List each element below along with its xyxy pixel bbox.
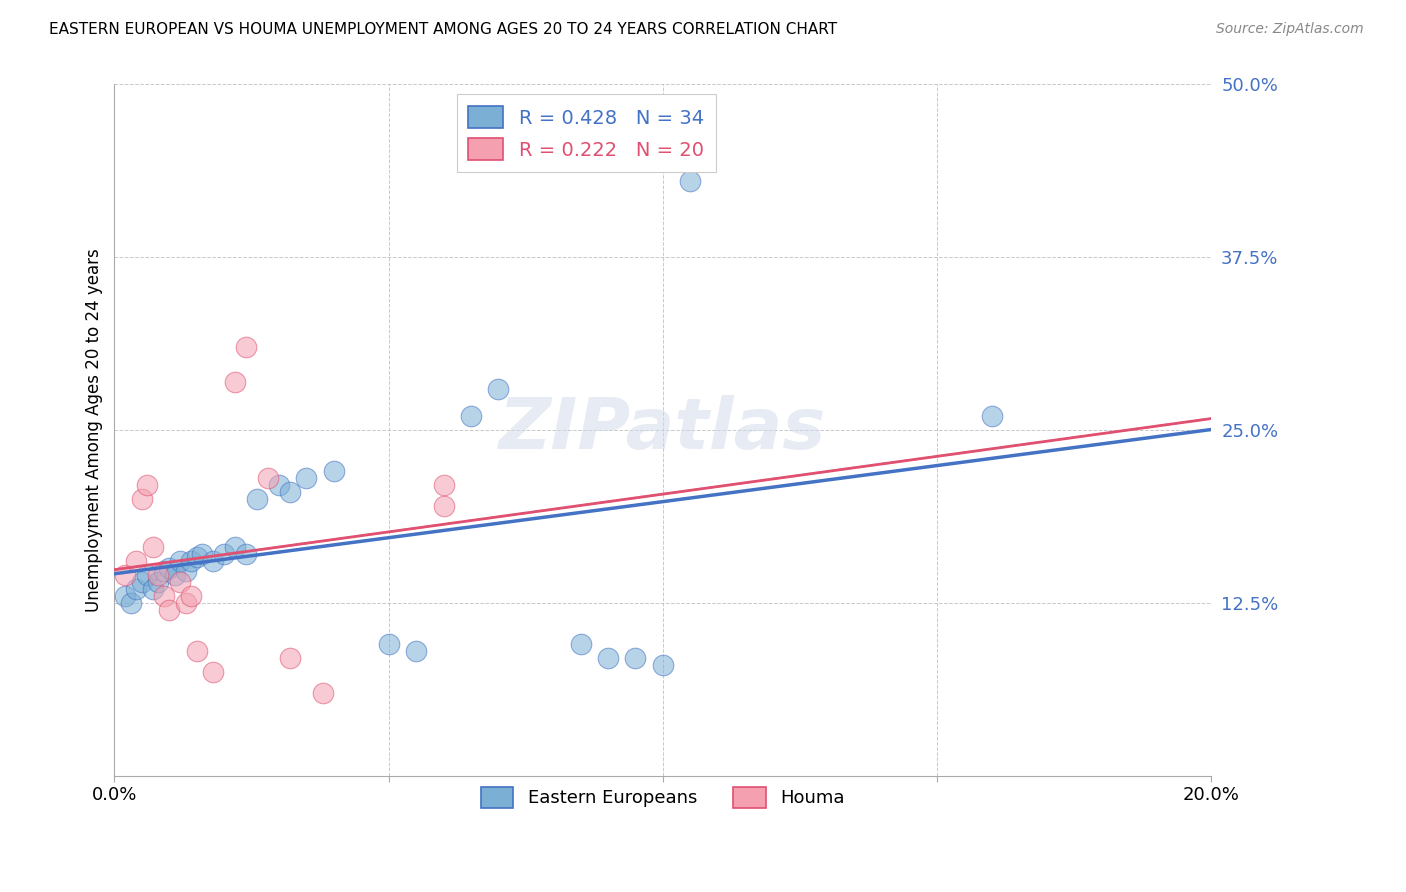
Point [152,589,174,603]
Point [174,564,197,578]
Point [136,478,159,492]
Point [114,589,136,603]
Point [131,574,153,589]
Point [405,644,427,658]
Point [136,568,159,582]
Point [148,574,170,589]
Point [569,637,592,651]
Point [202,554,225,568]
Text: EASTERN EUROPEAN VS HOUMA UNEMPLOYMENT AMONG AGES 20 TO 24 YEARS CORRELATION CHA: EASTERN EUROPEAN VS HOUMA UNEMPLOYMENT A… [49,22,838,37]
Point [312,685,335,699]
Point [191,547,214,561]
Point [125,554,148,568]
Point [246,492,269,507]
Legend: Eastern Europeans, Houma: Eastern Europeans, Houma [474,780,852,815]
Point [486,382,509,396]
Point [267,478,290,492]
Point [152,564,174,578]
Point [163,568,186,582]
Text: ZIPatlas: ZIPatlas [499,395,827,465]
Point [981,409,1004,424]
Point [142,541,165,555]
Point [169,574,191,589]
Point [257,471,280,485]
Point [651,657,673,672]
Text: Source: ZipAtlas.com: Source: ZipAtlas.com [1216,22,1364,37]
Point [120,596,142,610]
Point [142,582,165,596]
Point [125,582,148,596]
Point [235,547,257,561]
Point [278,485,301,500]
Point [432,478,454,492]
Point [377,637,399,651]
Point [202,665,225,679]
Point [224,541,246,555]
Point [278,651,301,665]
Point [186,550,208,565]
Point [186,644,208,658]
Point [212,547,235,561]
Point [174,596,197,610]
Point [148,568,170,582]
Point [131,492,153,507]
Point [180,589,202,603]
Point [224,375,246,389]
Point [624,651,647,665]
Point [235,340,257,354]
Point [295,471,318,485]
Point [180,554,202,568]
Point [432,499,454,513]
Point [157,602,180,616]
Point [322,465,344,479]
Point [157,561,180,575]
Point [596,651,619,665]
Point [679,174,702,188]
Point [114,568,136,582]
Point [169,554,191,568]
Point [460,409,482,424]
Y-axis label: Unemployment Among Ages 20 to 24 years: Unemployment Among Ages 20 to 24 years [86,248,103,612]
